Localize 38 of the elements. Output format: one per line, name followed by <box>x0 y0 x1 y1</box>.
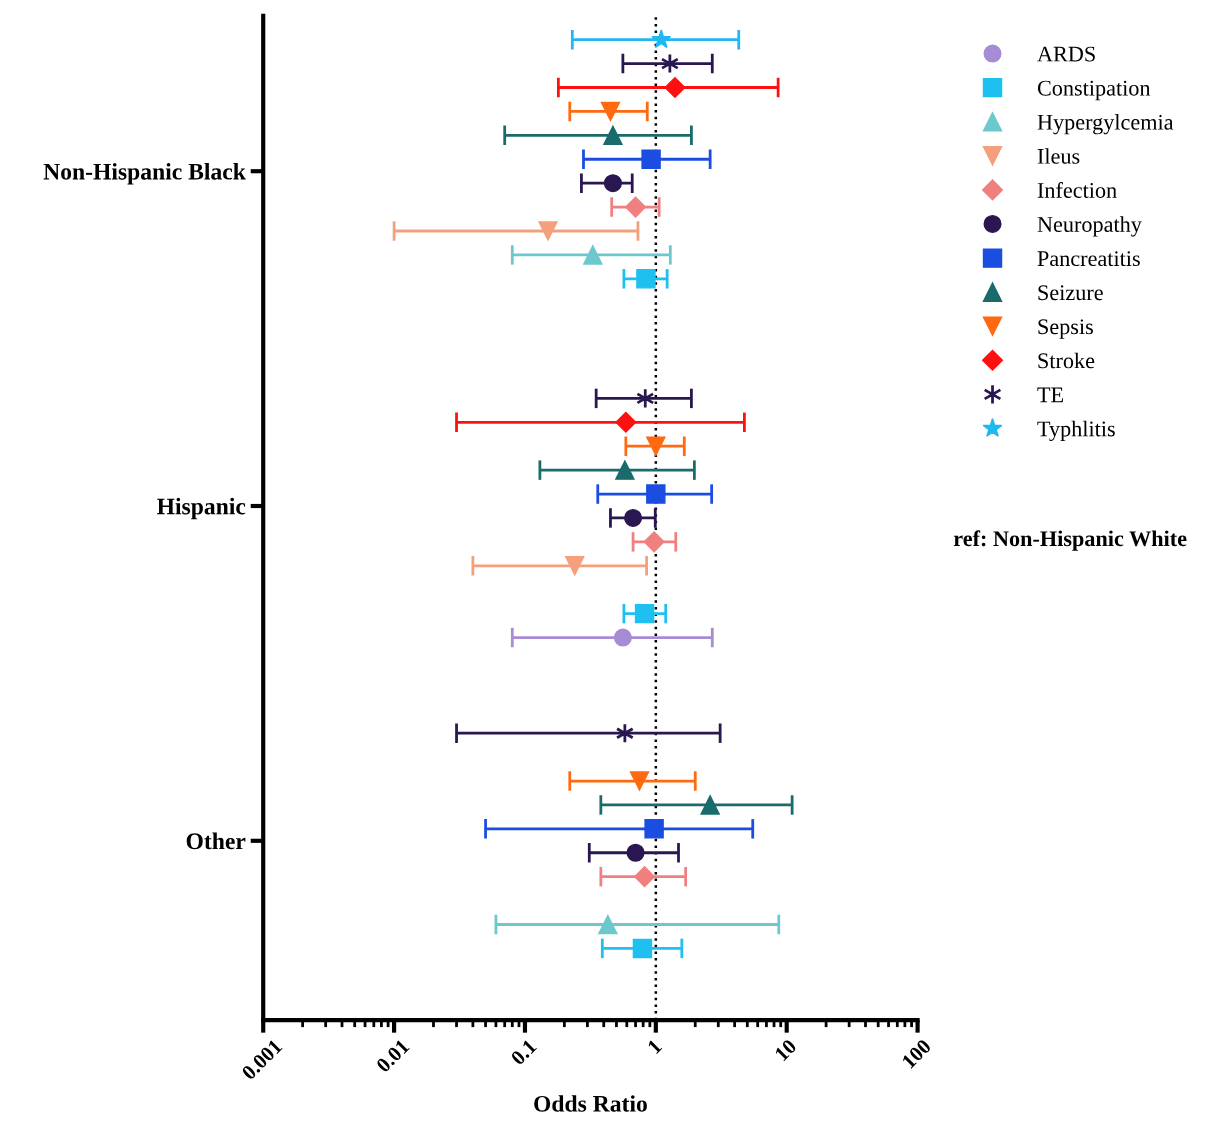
x-tick-label: 100 <box>901 1038 932 1069</box>
legend-label: Sepsis <box>1038 319 1093 339</box>
point <box>626 843 645 862</box>
x-tick-label: 1 <box>647 1038 663 1054</box>
point <box>613 628 632 647</box>
legend-label: ARDS <box>1037 46 1095 62</box>
x-tick-label: 0.1 <box>510 1038 538 1066</box>
x-tick-label: 10 <box>774 1038 798 1062</box>
text: ref: Non-Hispanic White <box>953 530 1187 551</box>
point <box>632 938 653 959</box>
legend-label: Neuropathy <box>1037 216 1142 237</box>
legend-label: Infection <box>1037 182 1117 198</box>
legend-label: Constipation <box>1037 80 1151 101</box>
legend-label: Ileus <box>1037 148 1080 164</box>
point <box>625 196 647 218</box>
legend-label: Pancreatitis <box>1037 251 1140 267</box>
legend-label: Hypergylcemia <box>1037 114 1174 135</box>
point <box>644 819 664 839</box>
y-tick-label: Non-Hispanic Black <box>43 163 246 185</box>
point <box>629 771 650 791</box>
legend-label: Stroke <box>1038 352 1095 369</box>
point <box>634 603 655 624</box>
point <box>646 484 666 504</box>
point <box>624 508 643 527</box>
point <box>636 269 656 289</box>
legend-label: TE <box>1037 387 1064 403</box>
x-axis-title: Odds Ratio <box>534 1095 647 1112</box>
legend-label: Seizure <box>1038 285 1103 301</box>
point <box>643 531 665 553</box>
x-tick-label: 0.01 <box>375 1038 410 1074</box>
point <box>615 411 637 433</box>
point <box>646 436 666 456</box>
legend-label: Typhlitis <box>1037 420 1115 442</box>
point <box>634 866 656 888</box>
point <box>641 149 661 169</box>
y-tick-label: Hispanic <box>157 497 246 520</box>
y-tick-label: Other <box>186 832 246 850</box>
point <box>615 460 635 480</box>
